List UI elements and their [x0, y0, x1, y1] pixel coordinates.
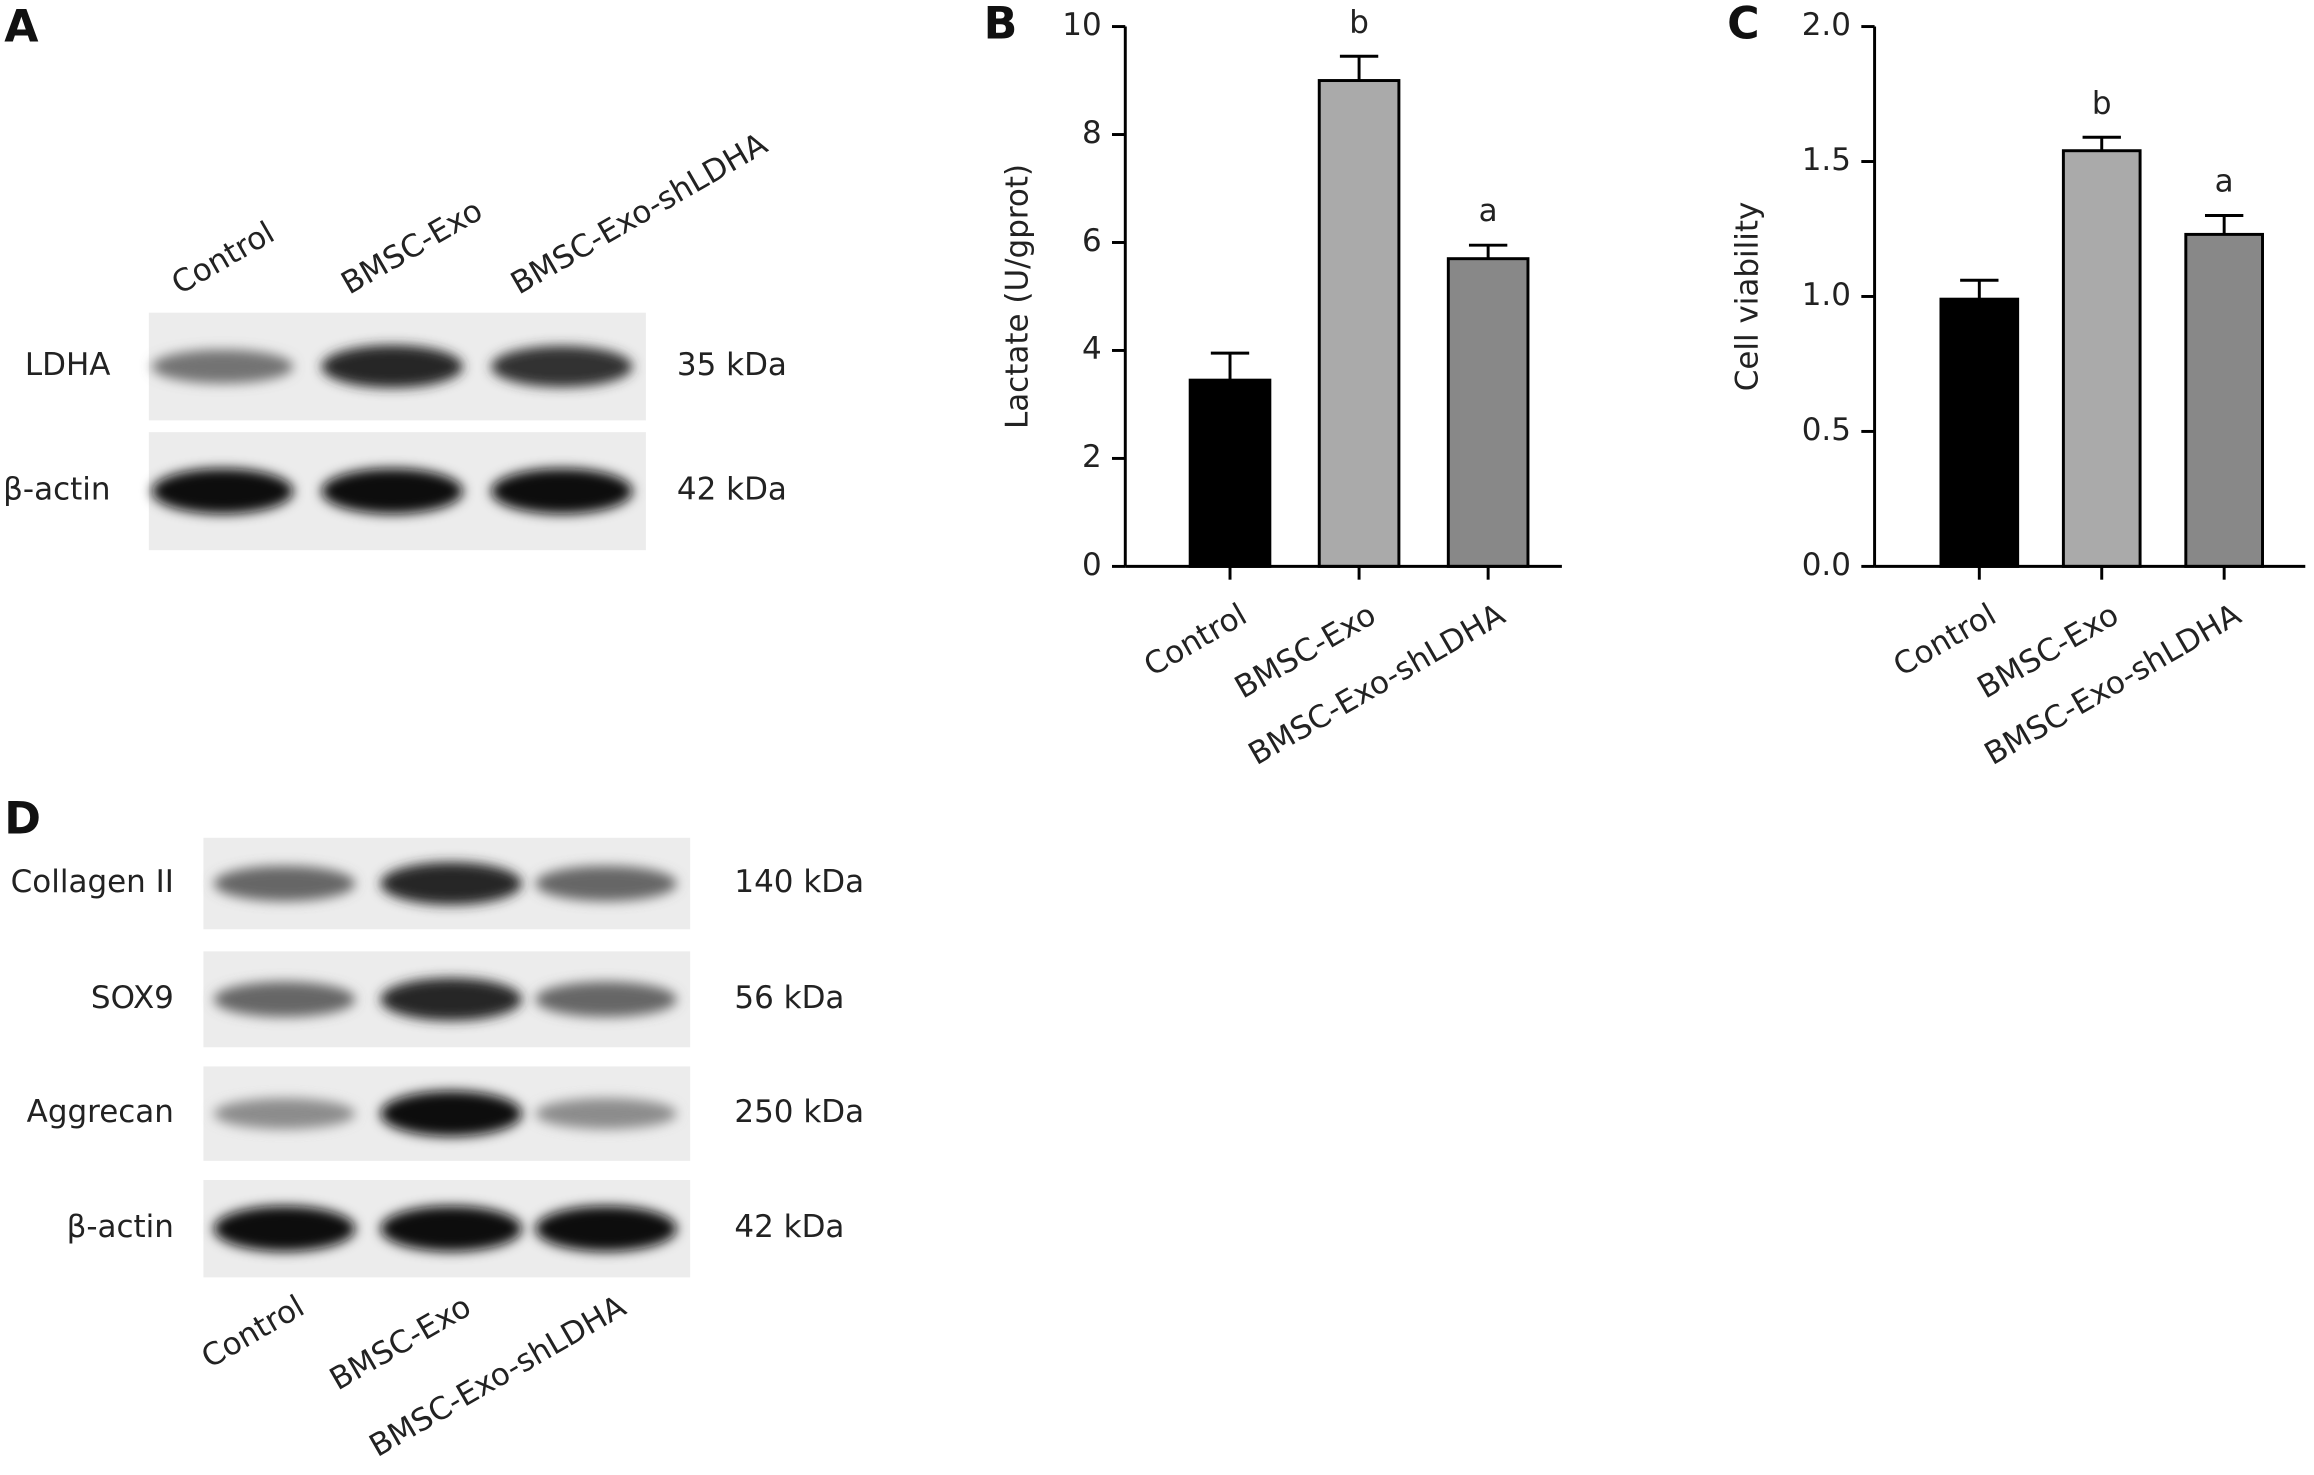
lane-label: Control	[166, 215, 281, 302]
significance-label: b	[2092, 85, 2112, 121]
y-tick-label: 10	[1062, 7, 1101, 43]
y-tick-label: 0	[1082, 547, 1102, 583]
lane-label: BMSC-Exo	[335, 193, 488, 302]
y-tick-label: 4	[1082, 331, 1102, 367]
y-tick-label: 2.0	[1802, 7, 1851, 43]
y-tick-label: 1.0	[1802, 277, 1851, 313]
significance-label: b	[1349, 4, 1369, 40]
bar	[1446, 257, 1530, 568]
y-axis-label: Lactate (U/gprot)	[1000, 164, 1036, 429]
blot-band	[491, 468, 633, 515]
protein-label: Collagen II	[11, 864, 174, 900]
lane-label: BMSC-Exo-shLDHA	[505, 126, 774, 302]
blot-band	[380, 1205, 523, 1252]
molecular-weight: 250 kDa	[734, 1094, 864, 1130]
lane-label: Control	[196, 1288, 311, 1375]
blot-band	[151, 468, 294, 515]
y-tick-label: 0.5	[1802, 412, 1851, 448]
molecular-weight: 35 kDa	[677, 347, 787, 383]
protein-label: SOX9	[91, 980, 174, 1016]
lane-label: BMSC-Exo-shLDHA	[363, 1288, 632, 1464]
panel-label: C	[1727, 0, 1759, 50]
blot-band	[535, 1098, 677, 1130]
molecular-weight: 140 kDa	[734, 864, 864, 900]
protein-label: LDHA	[25, 347, 111, 383]
blot-band	[380, 1090, 523, 1137]
y-tick-label: 8	[1082, 115, 1102, 151]
bar	[2061, 149, 2142, 568]
protein-label: β-actin	[3, 472, 110, 508]
bar	[2184, 232, 2264, 568]
bar	[1317, 79, 1401, 568]
blot-band	[213, 981, 356, 1018]
y-tick-label: 2	[1082, 439, 1102, 475]
blot-band	[321, 468, 464, 515]
molecular-weight: 42 kDa	[734, 1209, 844, 1245]
blot-band	[535, 1205, 677, 1252]
blot-band	[380, 862, 523, 905]
bar	[1939, 297, 2020, 568]
y-tick-label: 1.5	[1802, 142, 1851, 178]
blot-band	[213, 1098, 356, 1130]
y-axis-label: Cell viability	[1730, 202, 1766, 392]
blot-band	[380, 977, 523, 1021]
blot-band	[321, 345, 464, 388]
protein-label: β-actin	[67, 1209, 174, 1245]
blot-band	[535, 981, 677, 1018]
panel-label: D	[4, 794, 41, 845]
blot-band	[213, 1205, 356, 1252]
protein-label: Aggrecan	[27, 1094, 174, 1130]
panel-label: B	[984, 0, 1018, 50]
significance-label: a	[2215, 164, 2234, 200]
blot-band	[151, 349, 294, 384]
y-tick-label: 0.0	[1802, 547, 1851, 583]
blot-band	[491, 345, 633, 388]
molecular-weight: 56 kDa	[734, 980, 844, 1016]
blot-band	[535, 865, 677, 902]
blot-band	[213, 865, 356, 902]
bar	[1188, 378, 1272, 568]
panel-label: A	[4, 2, 39, 53]
significance-label: a	[1479, 193, 1498, 229]
y-tick-label: 6	[1082, 223, 1102, 259]
molecular-weight: 42 kDa	[677, 472, 787, 508]
